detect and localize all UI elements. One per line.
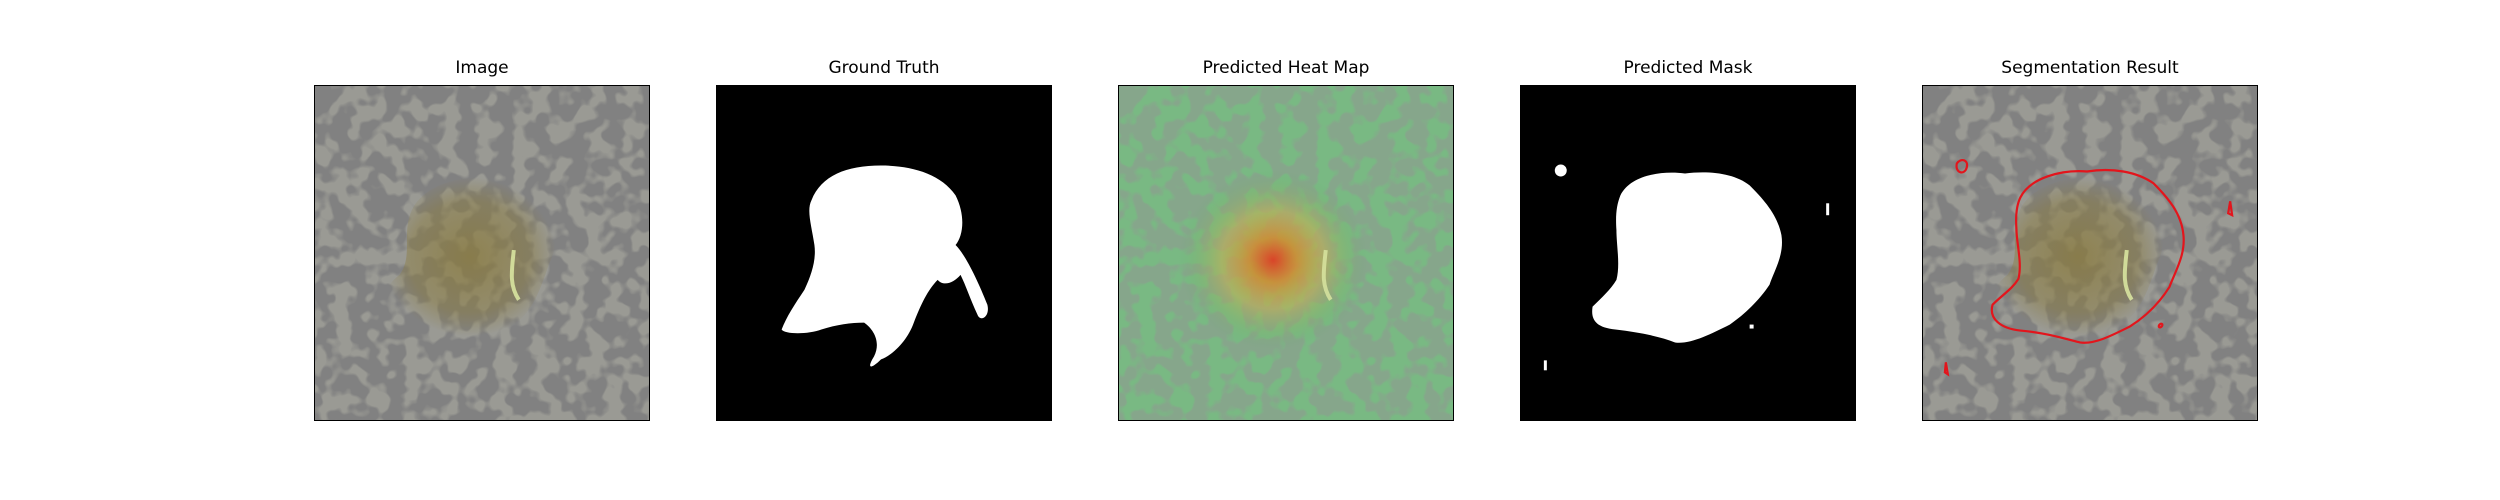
heat-map-frame	[1118, 85, 1454, 421]
panel-predicted-mask: Predicted Mask	[1520, 0, 1856, 500]
original-image	[315, 86, 649, 420]
predicted-mask-frame	[1520, 85, 1856, 421]
panel-title-predicted-mask: Predicted Mask	[1623, 58, 1753, 78]
panel-title-image: Image	[455, 58, 509, 78]
panel-title-ground-truth: Ground Truth	[828, 58, 940, 78]
panel-ground-truth: Ground Truth	[716, 0, 1052, 500]
segmentation-contour	[1943, 158, 2234, 377]
predicted-mask	[1521, 86, 1855, 420]
panel-image: Image	[314, 0, 650, 500]
panel-heat-map: Predicted Heat Map	[1118, 0, 1454, 500]
panel-title-segmentation-result: Segmentation Result	[2001, 58, 2179, 78]
panel-title-heat-map: Predicted Heat Map	[1202, 58, 1370, 78]
ground-truth-frame	[716, 85, 1052, 421]
panel-segmentation-result: Segmentation Result	[1922, 0, 2258, 500]
ground-truth-mask	[717, 86, 1051, 420]
predicted-heat-map	[1119, 86, 1453, 420]
segmentation-overlay	[1923, 86, 2257, 420]
image-frame	[314, 85, 650, 421]
segmentation-result-frame	[1922, 85, 2258, 421]
